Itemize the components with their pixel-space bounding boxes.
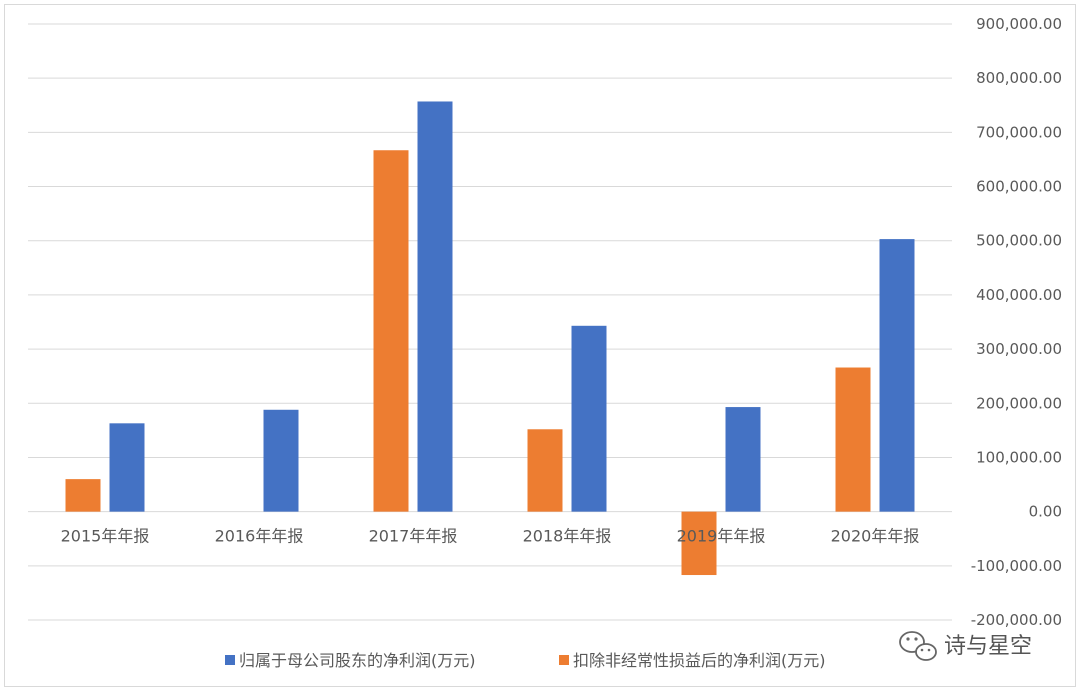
x-tick-label: 2015年年报 <box>61 527 150 546</box>
y-tick-label: 800,000.00 <box>976 69 1062 87</box>
x-tick-label: 2019年年报 <box>677 527 766 546</box>
bar <box>417 101 453 512</box>
y-axis: 900,000.00 800,000.00 700,000.00 600,000.00… <box>971 15 1062 629</box>
y-tick-label: 600,000.00 <box>976 178 1062 196</box>
legend-swatch <box>225 655 235 665</box>
watermark: 诗与星空 <box>899 631 1032 661</box>
legend: 归属于母公司股东的净利润(万元) 扣除非经常性损益后的净利润(万元) <box>225 651 826 670</box>
bar <box>681 511 717 576</box>
x-axis: 2015年年报 2016年年报 2017年年报 2018年年报 2019年年报 2020年… <box>61 527 920 546</box>
wechat-icon <box>899 631 937 661</box>
bar <box>527 429 563 512</box>
x-tick-label: 2020年年报 <box>831 527 920 546</box>
y-tick-label: 400,000.00 <box>976 286 1062 304</box>
y-tick-label: 500,000.00 <box>976 232 1062 250</box>
bar <box>835 367 871 512</box>
bar <box>263 409 299 512</box>
y-tick-label: 0.00 <box>1029 503 1062 521</box>
x-tick-label: 2018年年报 <box>523 527 612 546</box>
legend-label: 归属于母公司股东的净利润(万元) <box>239 651 476 670</box>
bar <box>65 479 101 512</box>
y-tick-label: -200,000.00 <box>971 611 1062 629</box>
bar <box>373 150 409 512</box>
legend-item: 扣除非经常性损益后的净利润(万元) <box>559 651 826 670</box>
chart-frame <box>4 4 1076 687</box>
y-tick-label: 300,000.00 <box>976 340 1062 358</box>
x-tick-label: 2017年年报 <box>369 527 458 546</box>
legend-swatch <box>559 655 569 665</box>
y-tick-label: 200,000.00 <box>976 394 1062 412</box>
x-tick-label: 2016年年报 <box>215 527 304 546</box>
bar <box>109 423 145 512</box>
bar <box>879 239 915 512</box>
watermark-text: 诗与星空 <box>944 634 1032 659</box>
legend-label: 扣除非经常性损益后的净利润(万元) <box>573 651 826 670</box>
y-tick-label: 100,000.00 <box>976 448 1062 466</box>
y-tick-label: 900,000.00 <box>976 15 1062 33</box>
bars <box>65 101 915 576</box>
bar <box>725 407 761 512</box>
legend-item: 归属于母公司股东的净利润(万元) <box>225 651 476 670</box>
gridlines <box>28 23 952 621</box>
bar <box>571 325 607 512</box>
y-tick-label: -100,000.00 <box>971 557 1062 575</box>
y-tick-label: 700,000.00 <box>976 123 1062 141</box>
